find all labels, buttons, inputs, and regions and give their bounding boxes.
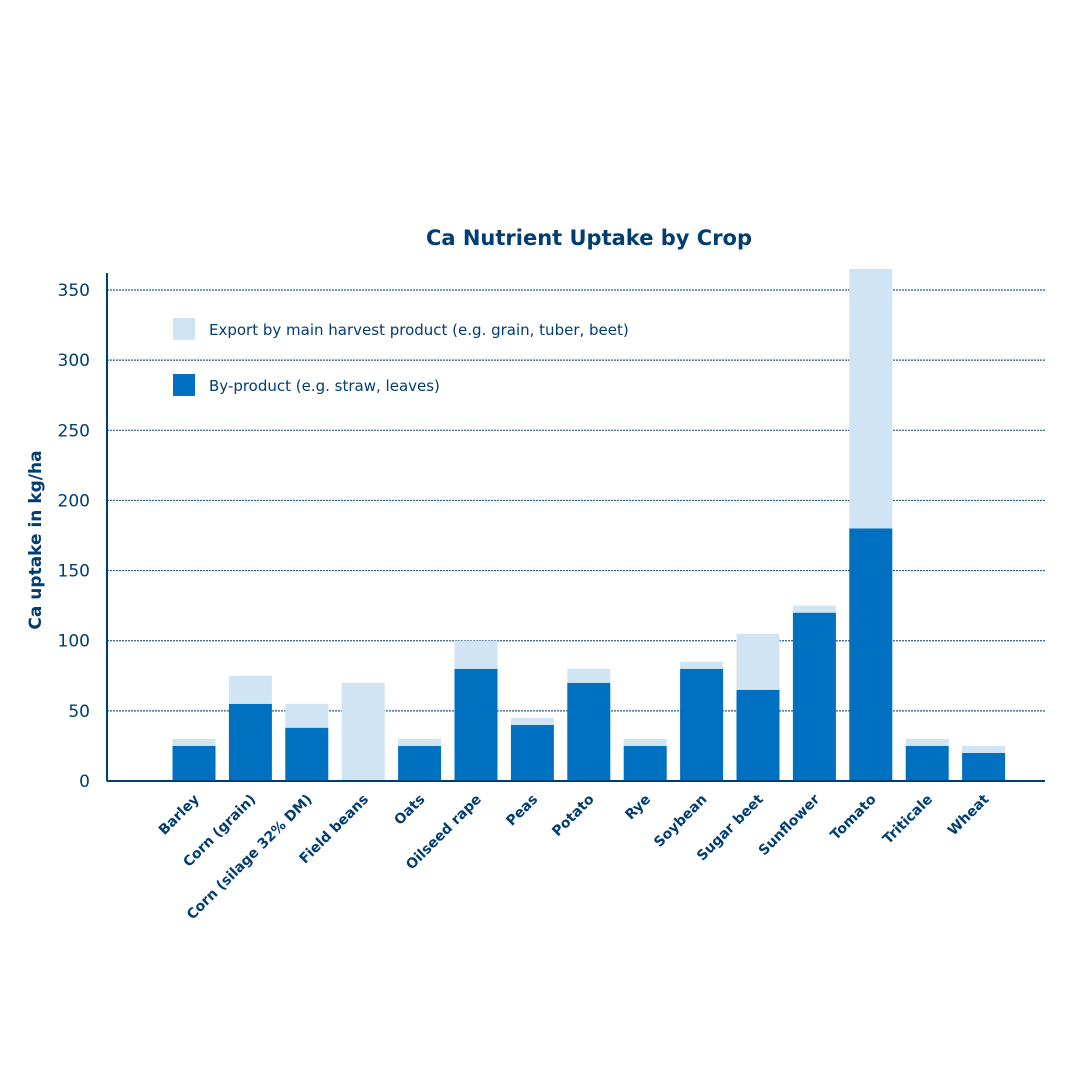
bar-byproduct [228,703,272,781]
legend-swatch-byproduct [173,374,195,396]
y-tick-label: 0 [79,772,90,792]
bar-export [398,738,442,746]
bar-export [680,661,724,669]
y-axis-label: Ca uptake in kg/ha [26,450,46,629]
y-tick-label: 350 [58,281,90,301]
y-tick-label: 300 [58,351,90,371]
bar-export [962,745,1006,753]
y-tick-label: 100 [58,632,90,652]
x-tick-label: Potato [549,791,598,840]
bar-export [228,675,272,704]
x-tick-label: Sunflower [756,791,823,858]
bar-export [341,682,385,781]
bar-export [454,640,498,669]
bar-export [285,703,329,728]
bar-export [567,668,611,683]
bar-export [172,738,216,746]
bar-byproduct [567,682,611,781]
bar-byproduct [172,745,216,781]
bar-byproduct [623,745,667,781]
x-tick-label: Rye [622,792,654,824]
bar-byproduct [285,727,329,781]
legend-label-export: Export by main harvest product (e.g. gra… [209,321,629,339]
x-tick-label: Triticale [880,792,936,848]
bar-byproduct [792,612,836,781]
x-tick-label: Peas [503,792,541,830]
bar-export [736,633,780,690]
bar-export [510,717,554,725]
bar-export [849,268,893,529]
x-tick-label: Soybean [651,792,710,851]
y-tick-label: 50 [68,702,90,722]
bar-export [905,738,949,746]
chart-title: Ca Nutrient Uptake by Crop [426,226,752,250]
legend-label-byproduct: By-product (e.g. straw, leaves) [209,377,440,395]
bar-export [623,738,667,746]
bar-byproduct [962,752,1006,781]
y-tick-label: 250 [58,421,90,441]
bar-byproduct [398,745,442,781]
bar-byproduct [510,724,554,781]
bar-byproduct [905,745,949,781]
x-tick-label: Wheat [945,791,993,839]
y-tick-label: 200 [58,491,90,511]
bar-byproduct [454,668,498,781]
bar-byproduct [849,528,893,781]
legend-swatch-export [173,318,195,340]
bar-byproduct [736,689,780,781]
bar-byproduct [680,668,724,781]
y-tick-label: 150 [58,562,90,582]
x-tick-label: Oats [391,792,428,829]
x-tick-label: Barley [156,792,203,839]
bar-export [792,605,836,613]
x-tick-label: Tomato [828,791,880,843]
